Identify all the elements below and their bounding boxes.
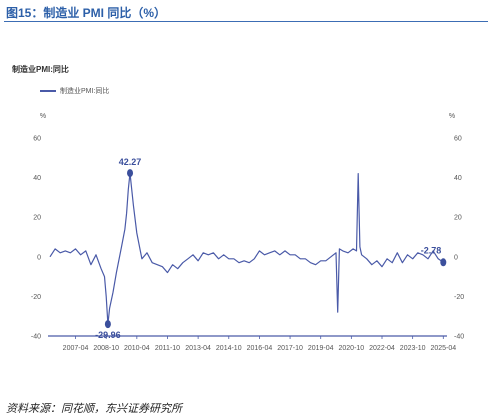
y-tick-left: 20	[33, 215, 41, 222]
chart-legend[interactable]: 制造业PMI:同比	[40, 86, 109, 96]
y-tick-left: 40	[33, 175, 41, 182]
y-tick-left: 60	[33, 136, 41, 143]
y-unit-right: %	[449, 113, 455, 120]
annotation-marker	[440, 258, 447, 267]
x-tick-label: 2011-10	[155, 345, 180, 352]
y-tick-right: 40	[454, 175, 462, 182]
x-tick-label: 2008-10	[93, 345, 119, 352]
y-tick-right: -20	[454, 294, 464, 301]
x-tick-label: 2017-10	[277, 345, 303, 352]
y-tick-right: 20	[454, 215, 462, 222]
y-tick-right: 60	[454, 136, 462, 143]
figure-title: 图15：制造业 PMI 同比（%）	[6, 6, 167, 20]
x-tick-label: 2022-04	[369, 345, 395, 352]
x-tick-label: 2023-10	[400, 345, 426, 352]
series-line	[49, 172, 444, 325]
x-tick-label: 2010-04	[124, 345, 150, 352]
annotation-marker	[104, 320, 111, 329]
legend-swatch	[40, 90, 56, 92]
x-tick-label: 2020-10	[339, 345, 365, 352]
y-tick-right: -40	[454, 334, 464, 341]
x-tick-label: 2007-04	[63, 345, 89, 352]
chart-title: 制造业PMI:同比	[12, 65, 69, 74]
title-rule	[4, 21, 488, 22]
y-unit-left: %	[40, 113, 46, 120]
y-tick-left: -20	[31, 294, 41, 301]
source-footnote: 资料来源：同花顺，东兴证券研究所	[6, 402, 182, 415]
x-tick-label: 2014-10	[216, 345, 242, 352]
y-tick-left: 0	[37, 254, 41, 261]
annotation-label: 42.27	[119, 157, 142, 167]
y-tick-left: -40	[31, 334, 41, 341]
x-tick-label: 2013-04	[185, 345, 211, 352]
x-tick-label: 2025-04	[430, 345, 456, 352]
x-tick-label: 2019-04	[308, 345, 334, 352]
y-tick-right: 0	[454, 254, 458, 261]
pmi-line-chart: % % -40 -40 -20 -20 0 0 20 20 40 40 60 60 2007-04 2008-…	[31, 113, 464, 352]
annotation-label: -2.78	[421, 245, 442, 255]
x-tick-label: 2016-04	[247, 345, 273, 352]
legend-label: 制造业PMI:同比	[60, 88, 110, 95]
annotation-marker	[127, 169, 134, 178]
annotation-label: -29.96	[95, 330, 121, 340]
